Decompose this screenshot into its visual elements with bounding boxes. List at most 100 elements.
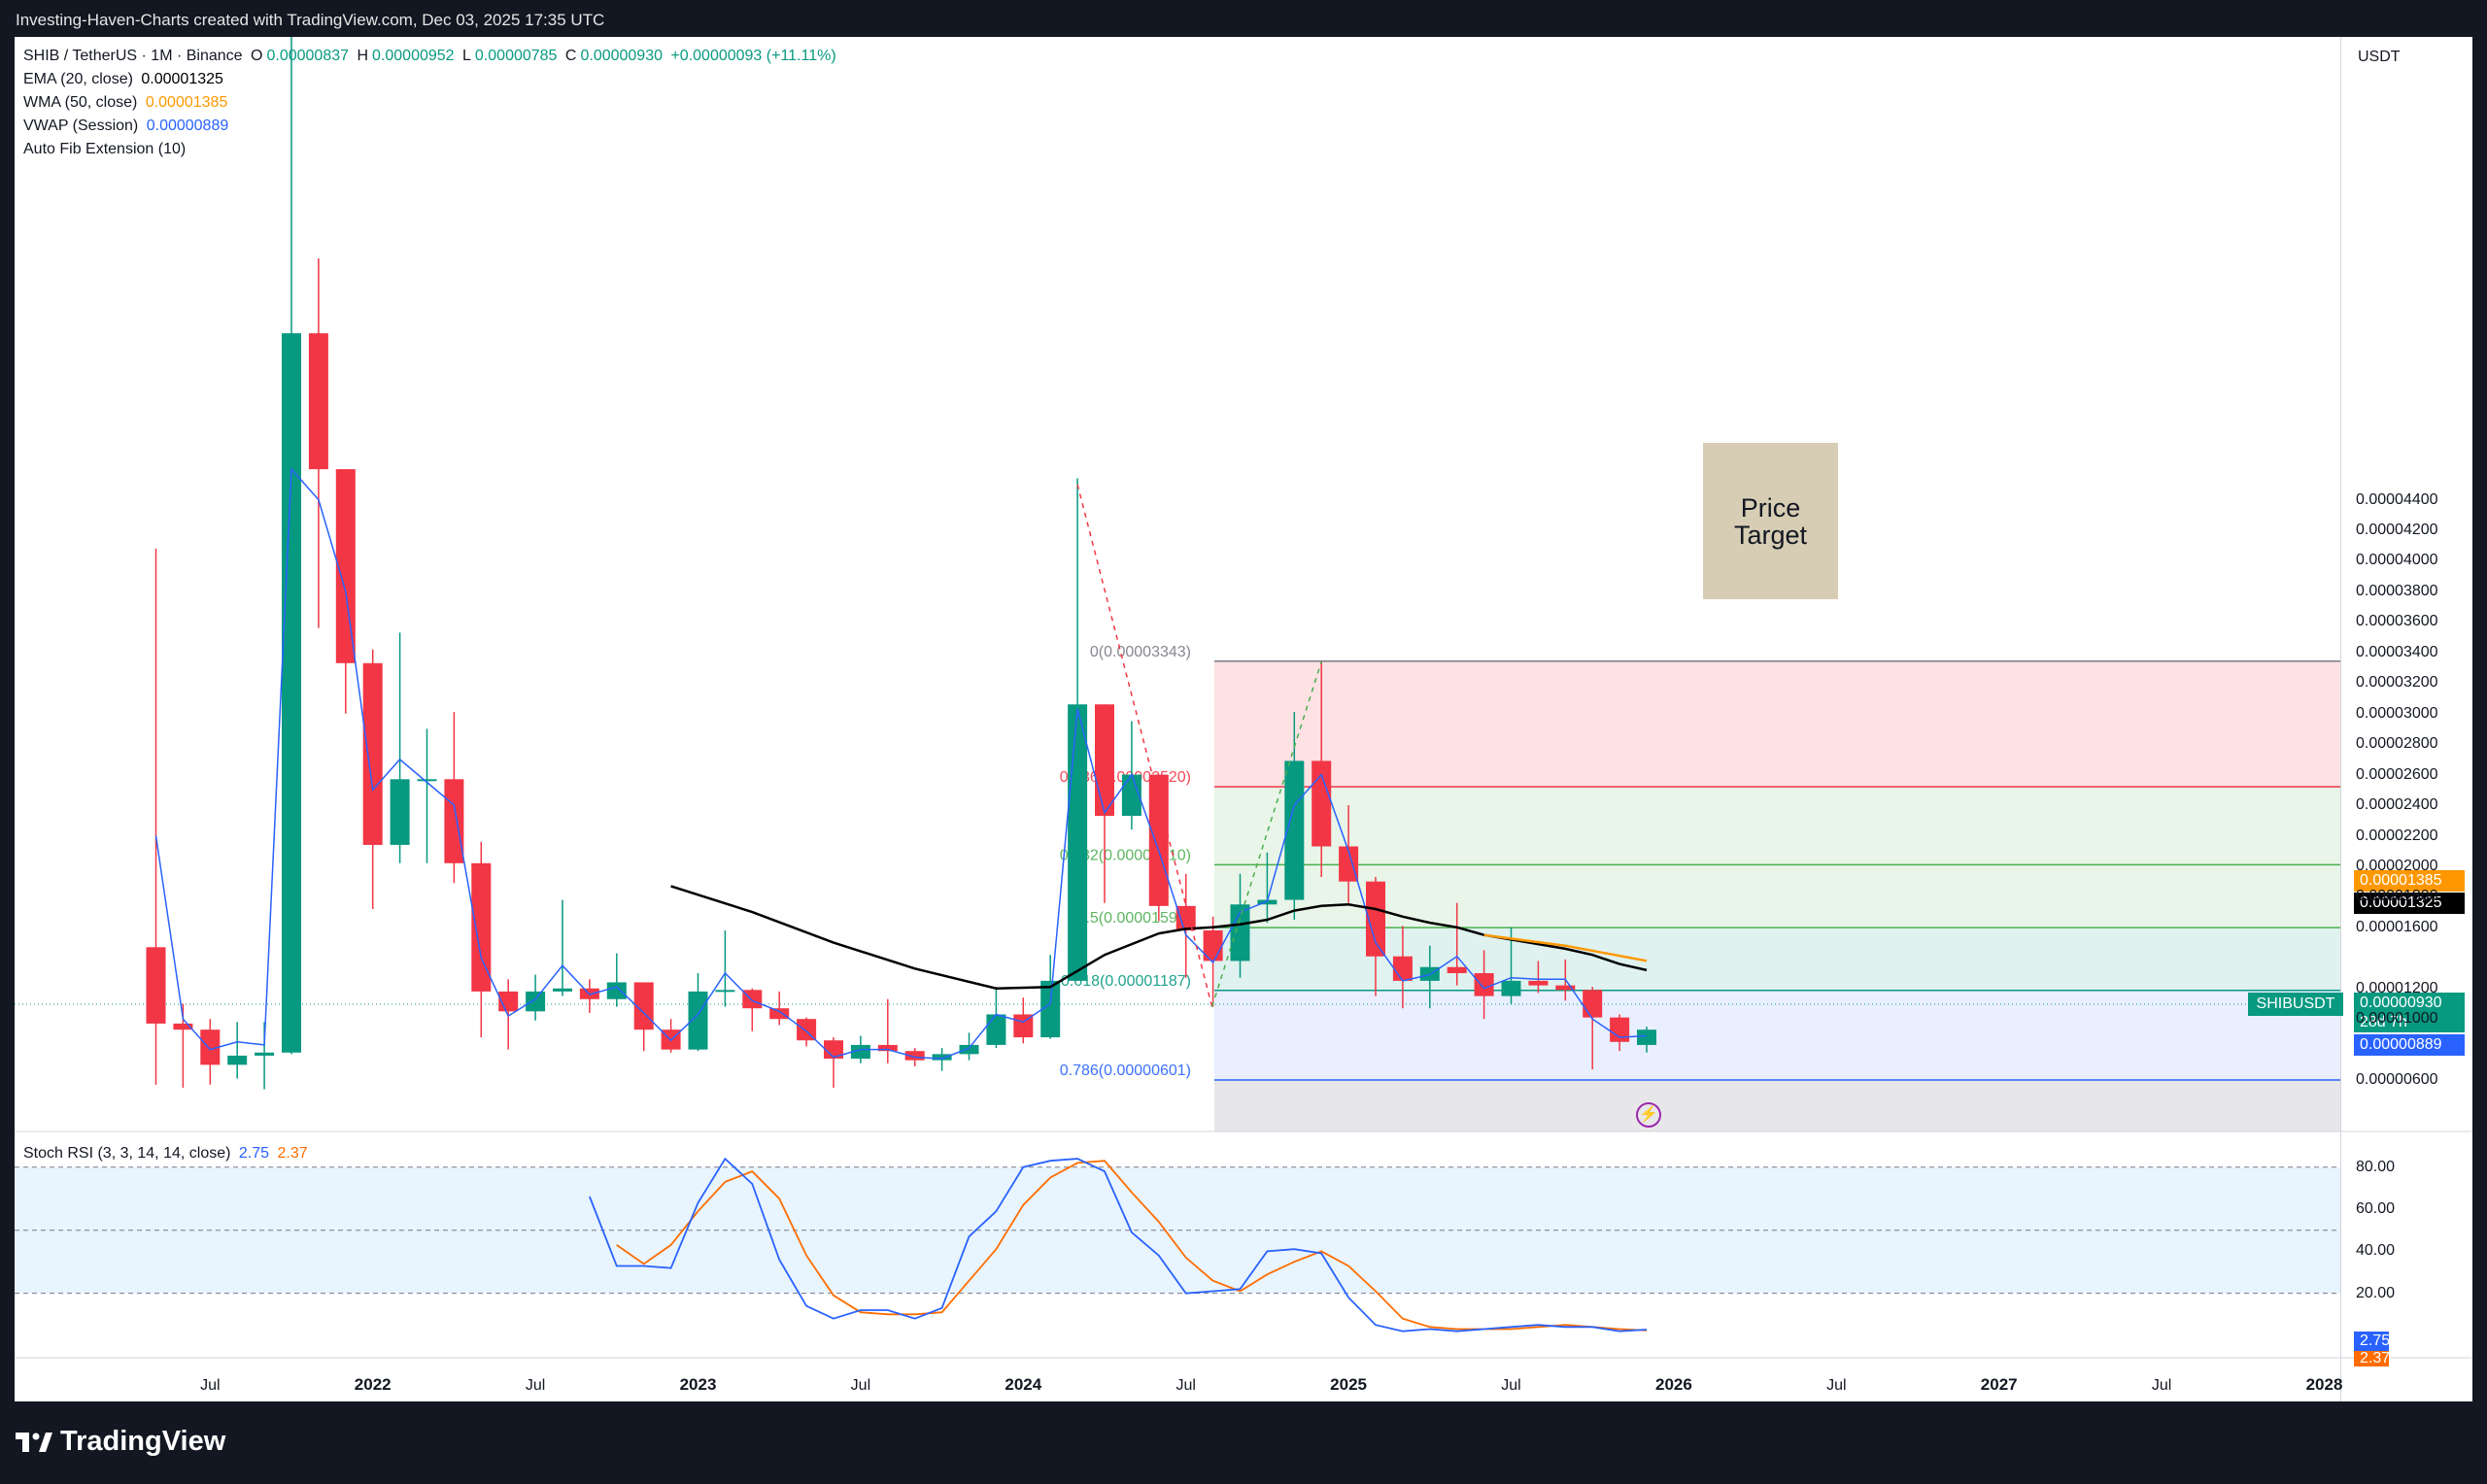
price-axis-label: 0.00003800	[2356, 582, 2438, 599]
price-axis-label: 0.00003200	[2356, 674, 2438, 691]
candle-body[interactable]	[173, 1023, 193, 1030]
candle-body[interactable]	[769, 1008, 790, 1020]
vwap-line[interactable]	[154, 467, 1648, 1060]
legend-open-value: 0.00000837	[266, 48, 350, 64]
legend-symbol-row: SHIB / TetherUS · 1M · Binance O 0.000008…	[23, 48, 840, 65]
candle-body[interactable]	[1528, 980, 1549, 986]
rsi-axis-label: 80.00	[2356, 1158, 2396, 1175]
flash-icon[interactable]: ⚡	[1636, 1102, 1661, 1128]
candle-body[interactable]	[335, 469, 356, 663]
candle-body[interactable]	[1175, 905, 1196, 930]
candle-body[interactable]	[1447, 966, 1467, 974]
rsi-axis-label: 20.00	[2356, 1284, 2396, 1301]
candle-body[interactable]	[824, 1040, 843, 1060]
candle-body[interactable]	[606, 982, 627, 999]
candle-body[interactable]	[1366, 881, 1385, 957]
ema-price-tag: 0.00001325	[2354, 893, 2465, 914]
legend-open-label: O	[251, 48, 263, 64]
legend-symbol: SHIB / TetherUS · 1M · Binance	[23, 48, 243, 64]
tradingview-logo[interactable]: TradingView	[16, 1426, 225, 1458]
last-price-tag: 0.00000930	[2354, 993, 2465, 1016]
legend-ema-label: EMA (20, close)	[23, 71, 133, 87]
legend-rsi-row[interactable]: Stoch RSI (3, 3, 14, 14, close) 2.75 2.3…	[23, 1145, 312, 1163]
candle-body[interactable]	[904, 1051, 925, 1061]
price-scale[interactable]	[2350, 37, 2472, 1401]
legend-ema-row[interactable]: EMA (20, close) 0.00001325	[23, 71, 227, 88]
candle-body[interactable]	[1610, 1017, 1630, 1042]
footer-bar	[0, 1401, 2487, 1484]
candle-body[interactable]	[1339, 846, 1359, 882]
candle-body[interactable]	[1637, 1029, 1656, 1045]
candle-body[interactable]	[1121, 774, 1141, 817]
candle-body[interactable]	[1555, 985, 1576, 991]
time-axis-label: Jul	[1826, 1377, 1846, 1394]
rsi-d-tag: 2.37	[2354, 1351, 2389, 1366]
candle-body[interactable]	[417, 779, 437, 782]
candle-body[interactable]	[1474, 973, 1494, 996]
scale-divider	[2340, 37, 2341, 1401]
candle-body[interactable]	[255, 1052, 275, 1056]
time-axis-label: 2028	[2306, 1375, 2343, 1394]
chart-caption: Investing-Haven-Charts created with Trad…	[16, 11, 605, 29]
legend-change: +0.00000093 (+11.11%)	[670, 48, 836, 64]
candle-body[interactable]	[959, 1044, 979, 1055]
candle-body[interactable]	[1068, 704, 1088, 981]
time-axis-label: 2025	[1330, 1375, 1367, 1394]
candle-body[interactable]	[1284, 760, 1305, 900]
legend-close-value: 0.00000930	[580, 48, 663, 64]
candle-body[interactable]	[200, 1029, 221, 1065]
ema-line[interactable]	[1158, 903, 1648, 972]
time-axis-label: 2022	[355, 1375, 392, 1394]
price-axis-label: 0.00002600	[2356, 765, 2438, 783]
price-axis-label: 0.00001000	[2356, 1010, 2438, 1028]
candle-body[interactable]	[1040, 980, 1061, 1038]
candle-body[interactable]	[444, 779, 464, 863]
candle-body[interactable]	[390, 779, 410, 845]
candle-body[interactable]	[282, 333, 301, 1053]
chart-canvas[interactable]: 0(0.00003343)0.236(0.00002520)0.382(0.00…	[0, 0, 2487, 1401]
candle-body[interactable]	[1392, 956, 1413, 981]
price-target-annotation[interactable]: Price Target	[1703, 443, 1838, 599]
legend-ema-value: 0.00001325	[141, 71, 223, 87]
wma-line[interactable]	[1483, 933, 1648, 962]
candle-body[interactable]	[1148, 774, 1169, 906]
ema-line-early[interactable]	[670, 885, 1160, 990]
candle-body[interactable]	[932, 1054, 952, 1061]
candle-body[interactable]	[1501, 980, 1521, 996]
fib-zone-below	[1214, 1079, 2340, 1131]
legend-low-value: 0.00000785	[474, 48, 558, 64]
fib-zone-236-382	[1214, 787, 2340, 865]
chart-panel[interactable]	[15, 37, 2350, 1401]
currency-label[interactable]: USDT	[2358, 49, 2401, 65]
rsi-k-line[interactable]	[589, 1157, 1648, 1332]
legend-fib-label: Auto Fib Extension (10)	[23, 141, 187, 157]
fib-trend-down[interactable]	[1076, 484, 1213, 1007]
candle-body[interactable]	[308, 333, 328, 470]
candle-body[interactable]	[1583, 990, 1603, 1018]
price-axis-label: 0.00002800	[2356, 735, 2438, 753]
legend-vwap-row[interactable]: VWAP (Session) 0.00000889	[23, 118, 232, 135]
legend-wma-row[interactable]: WMA (50, close) 0.00001385	[23, 94, 231, 112]
fib-trend-up[interactable]	[1210, 661, 1322, 1007]
price-axis-label: 0.00003400	[2356, 643, 2438, 660]
candle-body[interactable]	[526, 991, 546, 1012]
legend-fib-row[interactable]: Auto Fib Extension (10)	[23, 141, 189, 158]
candle-body[interactable]	[715, 990, 735, 993]
candle-body[interactable]	[1312, 760, 1332, 847]
candle-body[interactable]	[986, 1014, 1006, 1045]
candle-body[interactable]	[877, 1044, 898, 1052]
candle-body[interactable]	[227, 1055, 248, 1065]
candle-body[interactable]	[742, 990, 763, 1009]
top-caption-bar: Investing-Haven-Charts created with Trad…	[0, 0, 2487, 37]
candle-body[interactable]	[553, 988, 572, 992]
candle-body[interactable]	[1230, 904, 1250, 961]
candle-body[interactable]	[1095, 704, 1114, 817]
legend-wma-value: 0.00001385	[145, 94, 228, 111]
legend-rsi-label: Stoch RSI (3, 3, 14, 14, close)	[23, 1145, 231, 1162]
candle-body[interactable]	[850, 1044, 870, 1060]
wma-price-tag: 0.00001385	[2354, 870, 2465, 892]
candle-body[interactable]	[362, 662, 383, 845]
time-axis-label: Jul	[851, 1377, 870, 1394]
candle-body[interactable]	[471, 862, 492, 992]
candle-body[interactable]	[146, 947, 166, 1024]
